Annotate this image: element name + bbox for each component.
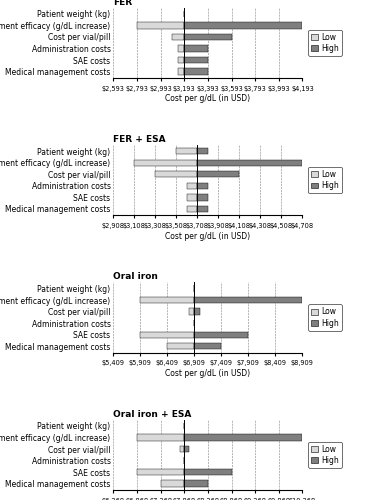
Bar [197,148,208,154]
Bar [194,332,248,338]
Legend: Low, High: Low, High [308,30,342,56]
Bar [187,206,197,212]
Bar [140,332,194,338]
Text: Oral iron + ESA: Oral iron + ESA [113,410,192,419]
Bar [184,22,302,29]
Bar [172,34,184,40]
Legend: Low, High: Low, High [308,304,342,330]
Bar [189,308,194,315]
Bar [137,469,184,476]
Bar [177,148,197,154]
Bar [184,68,208,75]
Bar [140,297,194,304]
Bar [167,343,194,349]
Text: FER + ESA: FER + ESA [113,135,166,144]
Bar [178,46,184,52]
Bar [197,171,239,177]
Bar [187,194,197,200]
Bar [184,469,231,476]
Bar [135,160,197,166]
Bar [155,171,197,177]
Bar [178,57,184,63]
Bar [184,34,231,40]
Bar [137,434,184,440]
Bar [194,297,302,304]
Bar [184,434,302,440]
Bar [197,182,208,189]
Bar [197,194,208,200]
Bar [194,343,222,349]
X-axis label: Cost per g/dL (in USD): Cost per g/dL (in USD) [165,369,251,378]
X-axis label: Cost per g/dL (in USD): Cost per g/dL (in USD) [165,94,251,104]
Bar [197,206,208,212]
Bar [184,46,208,52]
Bar [187,182,197,189]
Bar [184,446,189,452]
Bar [184,57,208,63]
Bar [197,160,302,166]
Bar [180,446,184,452]
Bar [137,22,184,29]
Bar [194,308,200,315]
Bar [184,480,208,487]
X-axis label: Cost per g/dL (in USD): Cost per g/dL (in USD) [165,232,251,240]
Bar [178,68,184,75]
Text: Oral iron: Oral iron [113,272,158,281]
Legend: Low, High: Low, High [308,442,342,468]
Text: FER: FER [113,0,133,6]
Legend: Low, High: Low, High [308,167,342,194]
Bar [161,480,184,487]
